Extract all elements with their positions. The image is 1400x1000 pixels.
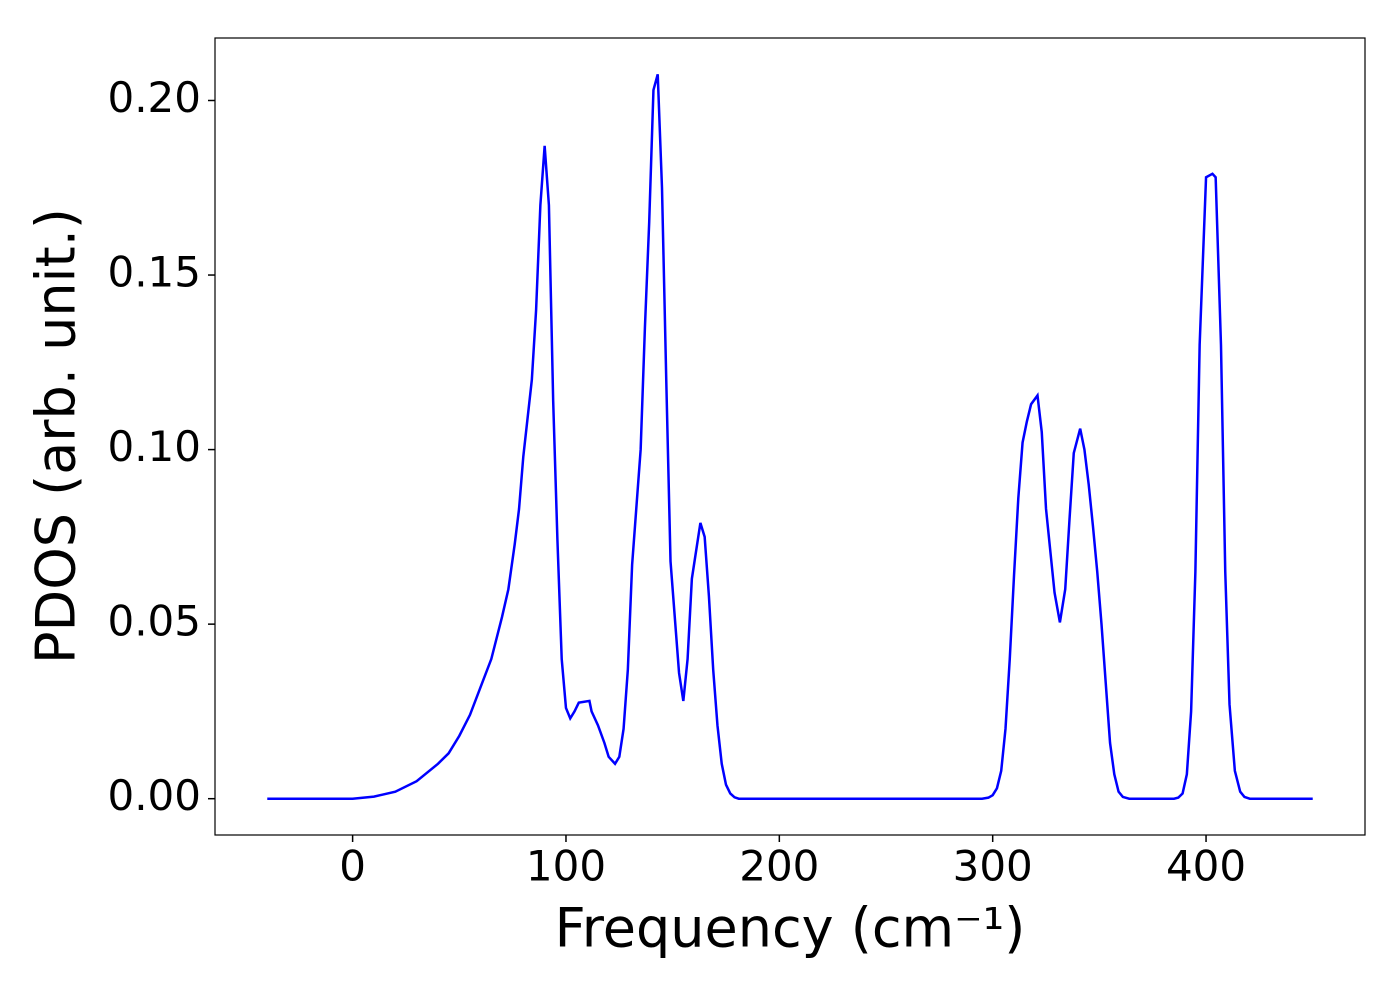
x-axis-label: Frequency (cm⁻¹) [555,897,1026,960]
x-tick-label: 300 [953,842,1033,891]
line [267,73,1313,800]
x-tick-label: 0 [339,842,366,891]
x-tick-label: 200 [739,842,819,891]
y-tick-label: 0.20 [107,73,201,122]
y-tick-label: 0.05 [107,597,201,646]
y-tick-label: 0.00 [107,771,201,820]
plot-frame [214,37,1366,836]
x-tick-label: 400 [1166,842,1246,891]
x-tick-label: 100 [526,842,606,891]
y-axis-label: PDOS (arb. unit.) [25,208,88,664]
y-tick-label: 0.15 [107,248,201,297]
y-tick-label: 0.10 [107,422,201,471]
